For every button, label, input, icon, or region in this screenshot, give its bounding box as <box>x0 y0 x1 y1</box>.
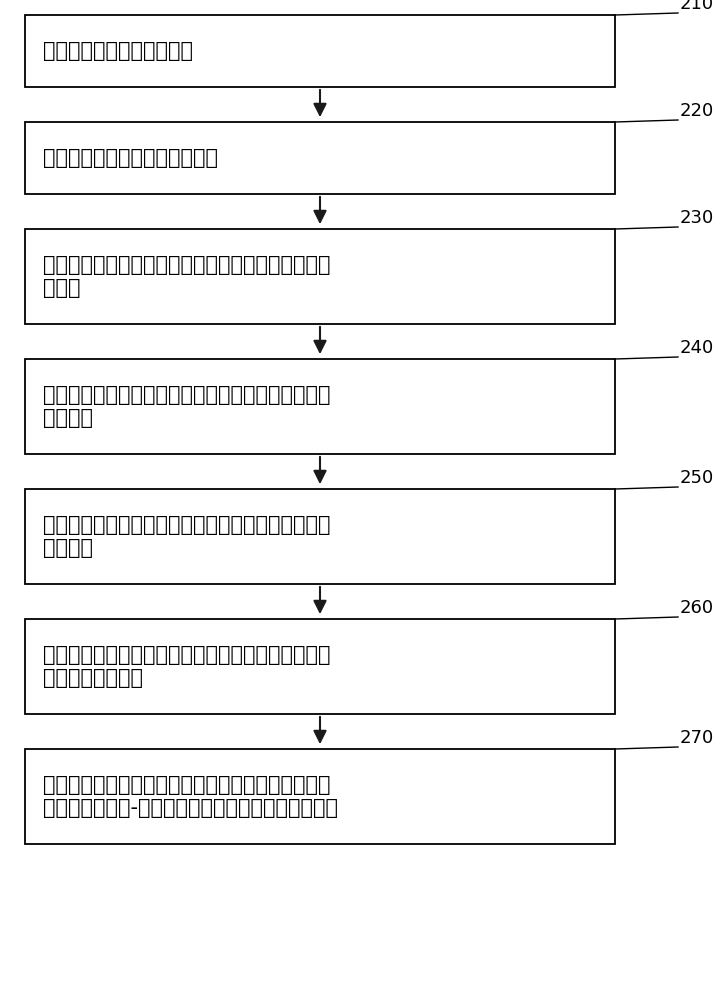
Text: 将中间相溶解在溶剂中，继续在中间相沥青中分散碳: 将中间相溶解在溶剂中，继续在中间相沥青中分散碳 <box>43 255 330 275</box>
Bar <box>25 489 615 584</box>
Text: 对带有包覆了碳纳米管的石墨粒子的中间相沥青进行: 对带有包覆了碳纳米管的石墨粒子的中间相沥青进行 <box>43 515 330 535</box>
Text: 220: 220 <box>680 102 714 120</box>
Bar <box>25 619 615 714</box>
Text: 混合碳纳米管和中间相沥青: 混合碳纳米管和中间相沥青 <box>43 41 193 61</box>
Text: 210: 210 <box>680 0 714 13</box>
Bar <box>25 122 615 194</box>
Text: 250: 250 <box>680 469 714 487</box>
Text: 纳米管组成的碳-碳复合物，作为锂离子电池负极材料: 纳米管组成的碳-碳复合物，作为锂离子电池负极材料 <box>43 798 338 818</box>
Text: 在加热条件下在溶解的中间相沥青中混合石墨粒子与: 在加热条件下在溶解的中间相沥青中混合石墨粒子与 <box>43 385 330 405</box>
Text: 纳米管: 纳米管 <box>43 278 81 298</box>
Text: 碳化处理: 碳化处理 <box>43 538 93 558</box>
Bar <box>25 749 615 844</box>
Text: 260: 260 <box>680 599 714 617</box>
Text: 碳纳米管: 碳纳米管 <box>43 408 93 428</box>
Bar <box>25 229 615 324</box>
Text: 将碳纳米管分散在中间相沥青中: 将碳纳米管分散在中间相沥青中 <box>43 148 218 168</box>
Text: 240: 240 <box>680 339 714 357</box>
Bar <box>25 359 615 454</box>
Text: 230: 230 <box>680 209 714 227</box>
Text: 270: 270 <box>680 729 714 747</box>
Text: 将碳纳米管和碳化后的包覆在石墨粒子上的中间相沥: 将碳纳米管和碳化后的包覆在石墨粒子上的中间相沥 <box>43 645 330 665</box>
Bar <box>25 15 615 87</box>
Text: 青进行石墨化处理: 青进行石墨化处理 <box>43 668 143 688</box>
Text: 在碳化的中间相沥青中通过碳键结合的石墨粒子和碳: 在碳化的中间相沥青中通过碳键结合的石墨粒子和碳 <box>43 775 330 795</box>
